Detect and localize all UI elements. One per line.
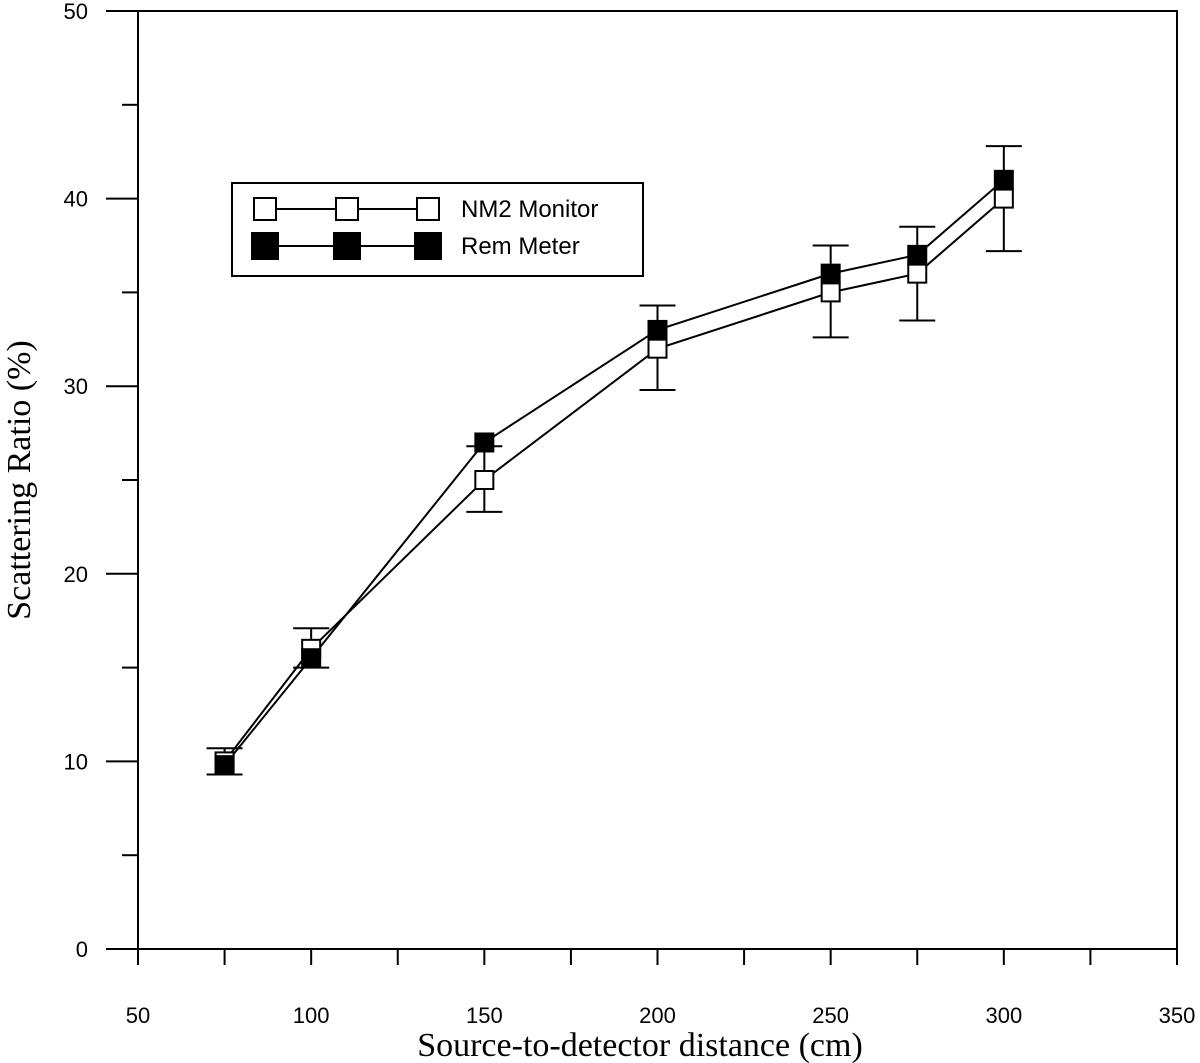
marker-rem-meter xyxy=(993,169,1014,190)
legend-label-rem-meter: Rem Meter xyxy=(461,233,580,260)
x-axis-title: Source-to-detector distance (cm) xyxy=(417,1027,863,1063)
series-line-nm2-monitor xyxy=(223,197,1005,763)
marker-nm2-monitor xyxy=(993,188,1014,209)
legend: NM2 Monitor Rem Meter xyxy=(231,182,644,277)
legend-marker-open-square xyxy=(416,197,440,221)
legend-marker-open-square xyxy=(335,197,359,221)
series-layer xyxy=(206,145,1022,776)
marker-rem-meter xyxy=(301,648,322,669)
marker-nm2-monitor xyxy=(907,263,928,284)
legend-marker-filled-square xyxy=(333,232,361,260)
marker-rem-meter xyxy=(820,263,841,284)
marker-rem-meter xyxy=(907,244,928,265)
x-tick-label: 50 xyxy=(126,1003,150,1028)
y-tick-label: 10 xyxy=(64,749,88,774)
x-tick-label: 150 xyxy=(466,1003,503,1028)
y-tick-label: 20 xyxy=(64,562,88,587)
y-tick-label: 30 xyxy=(64,374,88,399)
legend-label-nm2-monitor: NM2 Monitor xyxy=(461,196,598,223)
legend-marker-filled-square xyxy=(251,232,279,260)
x-tick-label: 200 xyxy=(639,1003,676,1028)
y-axis-title: Scattering Ratio (%) xyxy=(1,340,38,619)
marker-rem-meter xyxy=(647,319,668,340)
y-tick-label: 0 xyxy=(76,937,88,962)
marker-nm2-monitor xyxy=(647,338,668,359)
axis-ticks: 50 100 150 200 250 300 350 0 10 20 30 40 50 xyxy=(64,0,1196,1028)
legend-marker-filled-square xyxy=(414,232,442,260)
x-tick-label: 350 xyxy=(1159,1003,1196,1028)
marker-rem-meter xyxy=(474,432,495,453)
marker-nm2-monitor xyxy=(474,470,495,490)
y-tick-label: 50 xyxy=(64,0,88,24)
legend-entries xyxy=(251,197,442,260)
x-tick-label: 300 xyxy=(985,1003,1022,1028)
marker-rem-meter xyxy=(214,755,235,776)
y-tick-label: 40 xyxy=(64,187,88,212)
x-tick-label: 250 xyxy=(812,1003,849,1028)
x-tick-label: 100 xyxy=(293,1003,330,1028)
plot-frame xyxy=(137,10,1178,950)
legend-marker-open-square xyxy=(253,197,277,221)
marker-nm2-monitor xyxy=(820,282,841,303)
